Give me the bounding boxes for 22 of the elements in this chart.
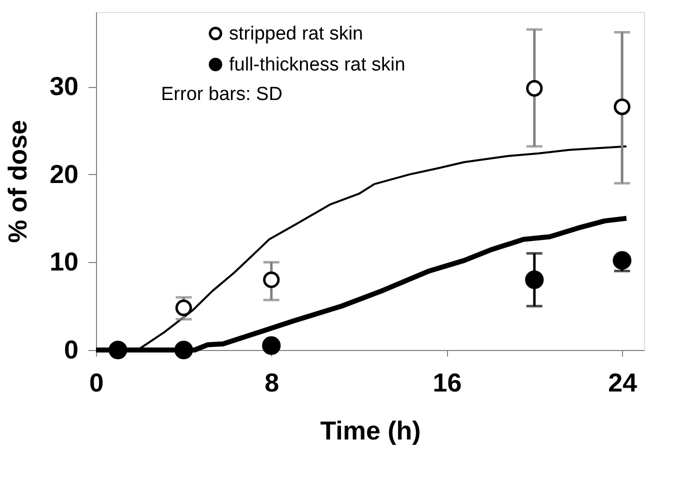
point bbox=[525, 270, 544, 290]
point bbox=[526, 80, 543, 97]
annotation: Error bars: SD bbox=[161, 84, 282, 105]
x-axis-title: Time (h) bbox=[320, 416, 421, 446]
y-tick-label: 10 bbox=[50, 246, 78, 277]
y-tick-label: 30 bbox=[50, 71, 78, 102]
y-axis-title: % of dose bbox=[2, 120, 33, 243]
legend-label: full-thickness rat skin bbox=[229, 54, 406, 76]
point bbox=[108, 340, 128, 360]
y-tick-label: 20 bbox=[50, 158, 78, 189]
point bbox=[262, 336, 281, 355]
point bbox=[174, 340, 193, 360]
x-tick-label: 0 bbox=[89, 368, 104, 398]
x-tick-label: 24 bbox=[608, 368, 638, 398]
legend-label: stripped rat skin bbox=[229, 24, 364, 44]
x-tick-label: 8 bbox=[264, 368, 280, 398]
x-tick-label: 16 bbox=[432, 368, 462, 398]
point bbox=[263, 271, 280, 288]
point bbox=[175, 300, 192, 316]
point bbox=[614, 98, 630, 116]
y-tick-label: 0 bbox=[64, 334, 78, 364]
point bbox=[612, 251, 632, 270]
